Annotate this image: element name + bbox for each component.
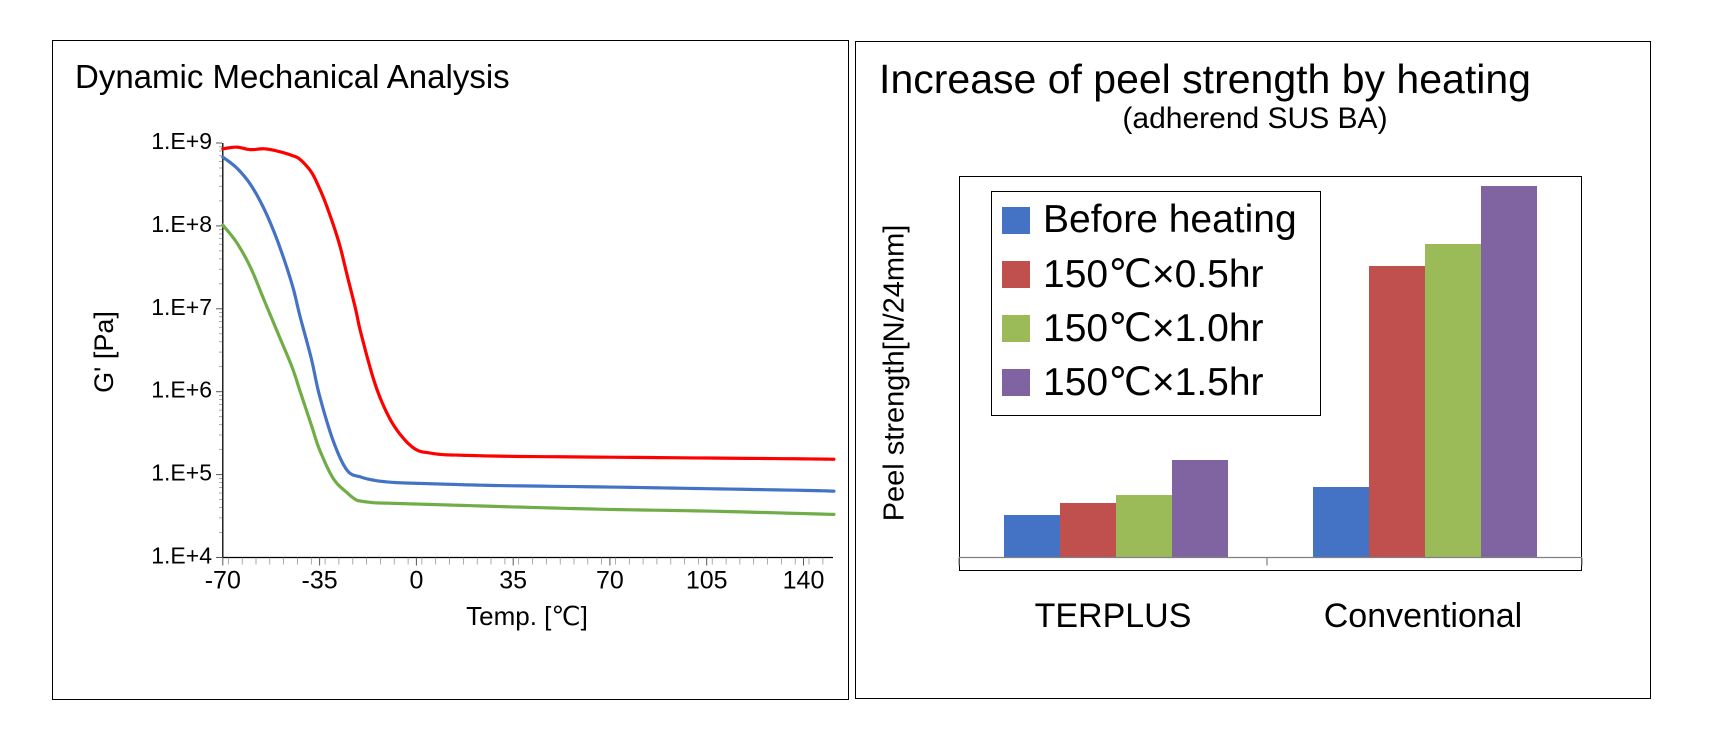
svg-text:-35: -35 (302, 567, 338, 595)
svg-text:105: 105 (686, 567, 728, 595)
svg-text:35: 35 (499, 567, 527, 595)
svg-text:1.E+7: 1.E+7 (151, 294, 212, 320)
svg-text:1.E+8: 1.E+8 (151, 211, 212, 237)
svg-text:70: 70 (596, 567, 624, 595)
svg-text:0: 0 (409, 567, 423, 595)
svg-text:1.E+4: 1.E+4 (151, 543, 212, 569)
svg-text:140: 140 (783, 567, 825, 595)
svg-text:Temp. [℃]: Temp. [℃] (466, 601, 588, 631)
svg-text:1.E+6: 1.E+6 (151, 377, 212, 403)
svg-text:1.E+5: 1.E+5 (151, 460, 212, 486)
svg-text:G' [Pa]: G' [Pa] (89, 311, 119, 393)
svg-text:-70: -70 (205, 567, 241, 595)
svg-text:1.E+9: 1.E+9 (151, 128, 212, 154)
